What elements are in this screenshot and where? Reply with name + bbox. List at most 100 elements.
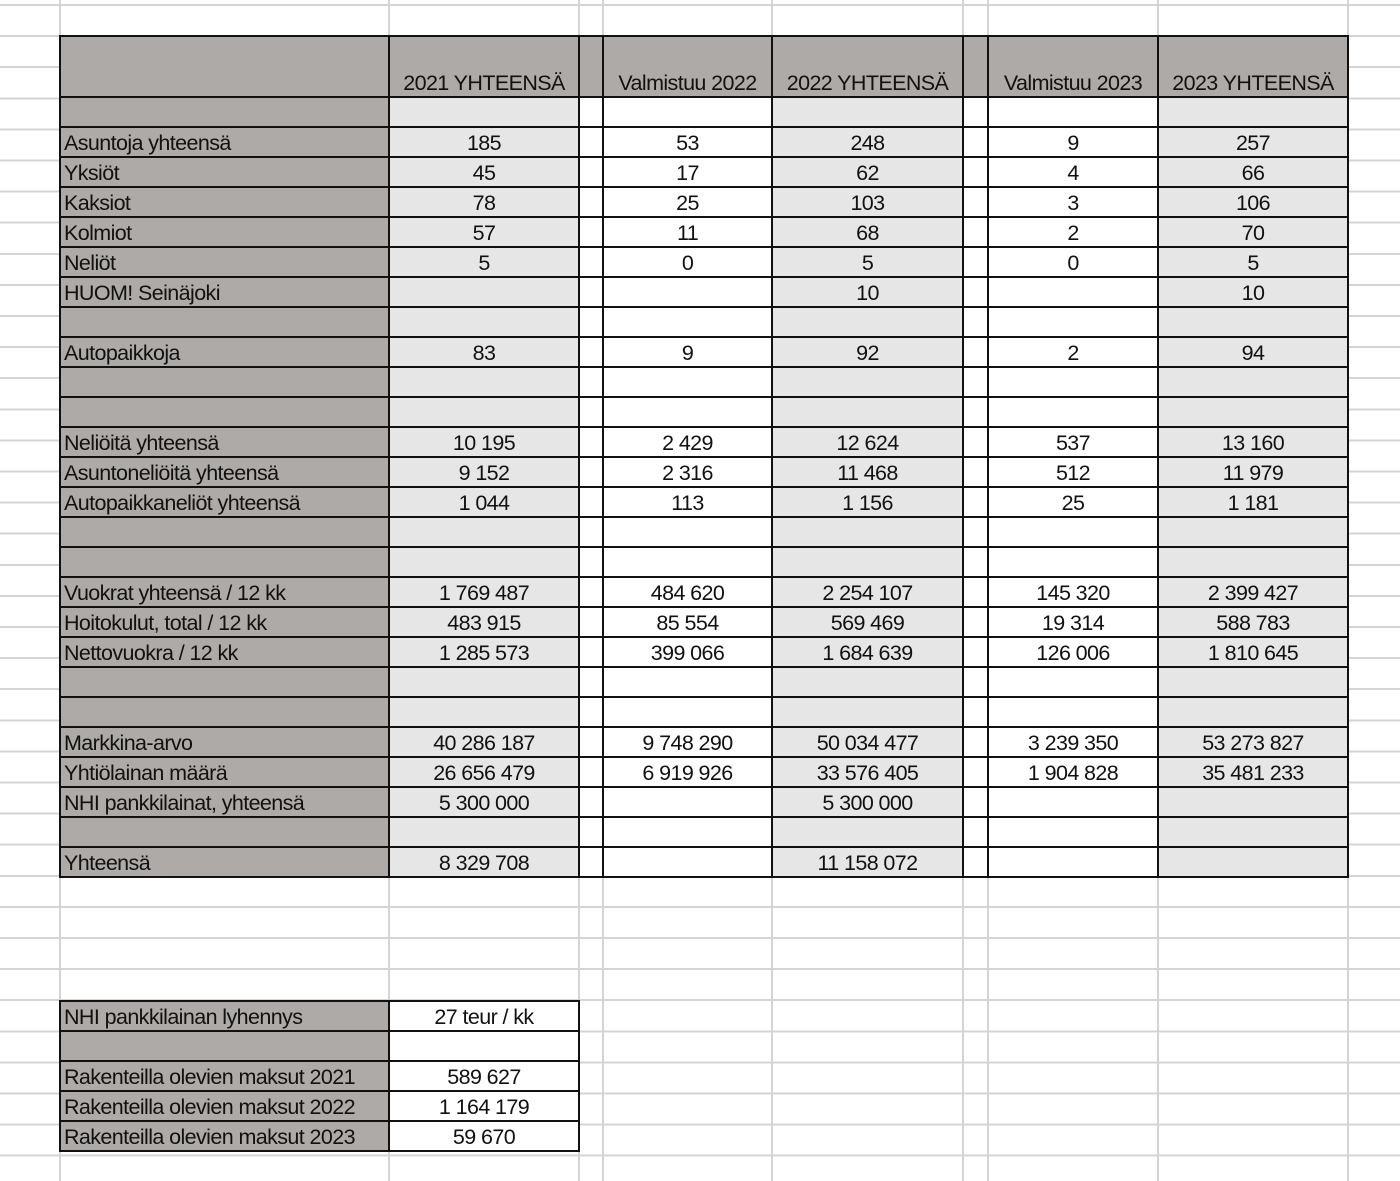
value-cell[interactable] <box>602 276 773 308</box>
spacer-cell[interactable] <box>962 726 989 758</box>
value-cell[interactable]: 68 <box>771 216 964 248</box>
value-cell[interactable]: 185 <box>388 126 580 158</box>
value-cell[interactable]: 27 teur / kk <box>388 1000 580 1032</box>
value-cell[interactable]: 9 152 <box>388 456 580 488</box>
value-cell[interactable] <box>987 666 1159 698</box>
value-cell[interactable] <box>1157 396 1349 428</box>
row-label[interactable]: Vuokrat yhteensä / 12 kk <box>59 576 390 608</box>
spacer-cell[interactable] <box>962 816 989 848</box>
spacer-cell[interactable] <box>962 456 989 488</box>
row-label[interactable]: Nettovuokra / 12 kk <box>59 636 390 668</box>
spacer-cell[interactable] <box>962 156 989 188</box>
value-cell[interactable] <box>602 546 773 578</box>
column-header[interactable]: Valmistuu 2022 <box>602 35 773 98</box>
value-cell[interactable]: 10 <box>771 276 964 308</box>
value-cell[interactable]: 2 <box>987 336 1159 368</box>
value-cell[interactable]: 8 329 708 <box>388 846 580 878</box>
row-label[interactable]: NHI pankkilainan lyhennys <box>59 1000 390 1032</box>
spacer-cell[interactable] <box>962 486 989 518</box>
value-cell[interactable]: 9 <box>987 126 1159 158</box>
row-label[interactable]: Neliöt <box>59 246 390 278</box>
value-cell[interactable]: 0 <box>602 246 773 278</box>
value-cell[interactable] <box>388 96 580 128</box>
value-cell[interactable]: 11 468 <box>771 456 964 488</box>
value-cell[interactable] <box>987 96 1159 128</box>
header-cell-empty[interactable] <box>578 35 604 98</box>
value-cell[interactable]: 19 314 <box>987 606 1159 638</box>
spacer-cell[interactable] <box>962 276 989 308</box>
value-cell[interactable]: 537 <box>987 426 1159 458</box>
value-cell[interactable]: 1 810 645 <box>1157 636 1349 668</box>
value-cell[interactable] <box>388 306 580 338</box>
spacer-cell[interactable] <box>962 756 989 788</box>
row-label[interactable] <box>59 696 390 728</box>
spacer-cell[interactable] <box>962 666 989 698</box>
row-label[interactable]: Rakenteilla olevien maksut 2022 <box>59 1090 390 1122</box>
value-cell[interactable]: 5 <box>388 246 580 278</box>
row-label[interactable]: HUOM! Seinäjoki <box>59 276 390 308</box>
spacer-cell[interactable] <box>962 246 989 278</box>
spacer-cell[interactable] <box>578 816 604 848</box>
value-cell[interactable]: 70 <box>1157 216 1349 248</box>
row-label[interactable]: Autopaikkoja <box>59 336 390 368</box>
spacer-cell[interactable] <box>962 576 989 608</box>
spacer-cell[interactable] <box>578 426 604 458</box>
value-cell[interactable] <box>1157 546 1349 578</box>
value-cell[interactable]: 399 066 <box>602 636 773 668</box>
value-cell[interactable]: 33 576 405 <box>771 756 964 788</box>
value-cell[interactable]: 9 <box>602 336 773 368</box>
spacer-cell[interactable] <box>962 606 989 638</box>
spacer-cell[interactable] <box>962 336 989 368</box>
spacer-cell[interactable] <box>962 696 989 728</box>
row-label[interactable]: Hoitokulut, total / 12 kk <box>59 606 390 638</box>
value-cell[interactable]: 3 239 350 <box>987 726 1159 758</box>
value-cell[interactable]: 0 <box>987 246 1159 278</box>
value-cell[interactable]: 483 915 <box>388 606 580 638</box>
value-cell[interactable]: 26 656 479 <box>388 756 580 788</box>
value-cell[interactable]: 25 <box>602 186 773 218</box>
value-cell[interactable]: 78 <box>388 186 580 218</box>
value-cell[interactable] <box>388 696 580 728</box>
spacer-cell[interactable] <box>962 306 989 338</box>
value-cell[interactable] <box>1157 516 1349 548</box>
value-cell[interactable]: 1 156 <box>771 486 964 518</box>
value-cell[interactable]: 11 158 072 <box>771 846 964 878</box>
value-cell[interactable] <box>987 546 1159 578</box>
value-cell[interactable] <box>987 696 1159 728</box>
value-cell[interactable]: 12 624 <box>771 426 964 458</box>
value-cell[interactable]: 2 316 <box>602 456 773 488</box>
value-cell[interactable]: 103 <box>771 186 964 218</box>
value-cell[interactable]: 2 429 <box>602 426 773 458</box>
row-label[interactable]: Rakenteilla olevien maksut 2021 <box>59 1060 390 1092</box>
spacer-cell[interactable] <box>578 576 604 608</box>
value-cell[interactable]: 113 <box>602 486 773 518</box>
spacer-cell[interactable] <box>578 306 604 338</box>
row-label[interactable]: Kaksiot <box>59 186 390 218</box>
value-cell[interactable]: 126 006 <box>987 636 1159 668</box>
row-label[interactable] <box>59 666 390 698</box>
row-label[interactable] <box>59 96 390 128</box>
spacer-cell[interactable] <box>578 636 604 668</box>
value-cell[interactable] <box>987 516 1159 548</box>
value-cell[interactable] <box>602 786 773 818</box>
value-cell[interactable]: 11 979 <box>1157 456 1349 488</box>
row-label[interactable] <box>59 816 390 848</box>
value-cell[interactable]: 85 554 <box>602 606 773 638</box>
value-cell[interactable]: 5 <box>1157 246 1349 278</box>
spacer-cell[interactable] <box>578 606 604 638</box>
value-cell[interactable] <box>602 306 773 338</box>
value-cell[interactable]: 106 <box>1157 186 1349 218</box>
value-cell[interactable]: 40 286 187 <box>388 726 580 758</box>
value-cell[interactable]: 589 627 <box>388 1060 580 1092</box>
spacer-cell[interactable] <box>962 186 989 218</box>
value-cell[interactable]: 59 670 <box>388 1120 580 1152</box>
value-cell[interactable]: 11 <box>602 216 773 248</box>
row-label[interactable] <box>59 306 390 338</box>
value-cell[interactable] <box>771 366 964 398</box>
value-cell[interactable] <box>602 816 773 848</box>
row-label[interactable]: Markkina-arvo <box>59 726 390 758</box>
value-cell[interactable]: 83 <box>388 336 580 368</box>
spacer-cell[interactable] <box>962 846 989 878</box>
value-cell[interactable] <box>388 276 580 308</box>
value-cell[interactable]: 1 684 639 <box>771 636 964 668</box>
